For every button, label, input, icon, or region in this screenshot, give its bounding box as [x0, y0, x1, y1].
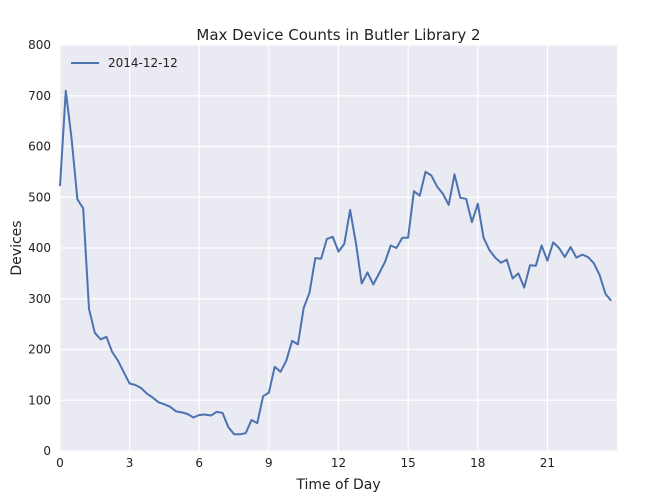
y-tick-label: 700: [28, 89, 51, 103]
x-tick-label: 9: [265, 456, 273, 470]
y-axis-label: Devices: [9, 220, 25, 275]
x-tick-label: 0: [56, 456, 64, 470]
legend-label: 2014-12-12: [108, 56, 178, 70]
series-layer: [59, 89, 612, 436]
x-tick-label: 12: [331, 456, 346, 470]
y-tick-labels: 0 100 200 300 400 500 600 700 800: [28, 38, 51, 458]
grid-lines: [59, 44, 617, 452]
chart-title: Max Device Counts in Butler Library 2: [196, 26, 480, 44]
y-tick-label: 300: [28, 292, 51, 306]
y-tick-label: 400: [28, 241, 51, 255]
x-tick-label: 6: [195, 456, 203, 470]
legend: 2014-12-12: [71, 56, 178, 70]
y-tick-label: 500: [28, 190, 51, 204]
y-tick-label: 200: [28, 343, 51, 357]
y-tick-label: 600: [28, 140, 51, 154]
x-axis-label: Time of Day: [295, 477, 380, 493]
series-line: [59, 89, 612, 436]
x-tick-labels: 0 3 6 9 12 15 18 21: [56, 456, 555, 470]
y-tick-label: 100: [28, 393, 51, 407]
x-tick-label: 15: [400, 456, 415, 470]
x-tick-label: 21: [540, 456, 555, 470]
x-tick-label: 3: [126, 456, 134, 470]
y-tick-label: 0: [43, 444, 51, 458]
x-tick-label: 18: [470, 456, 485, 470]
y-tick-label: 800: [28, 38, 51, 52]
